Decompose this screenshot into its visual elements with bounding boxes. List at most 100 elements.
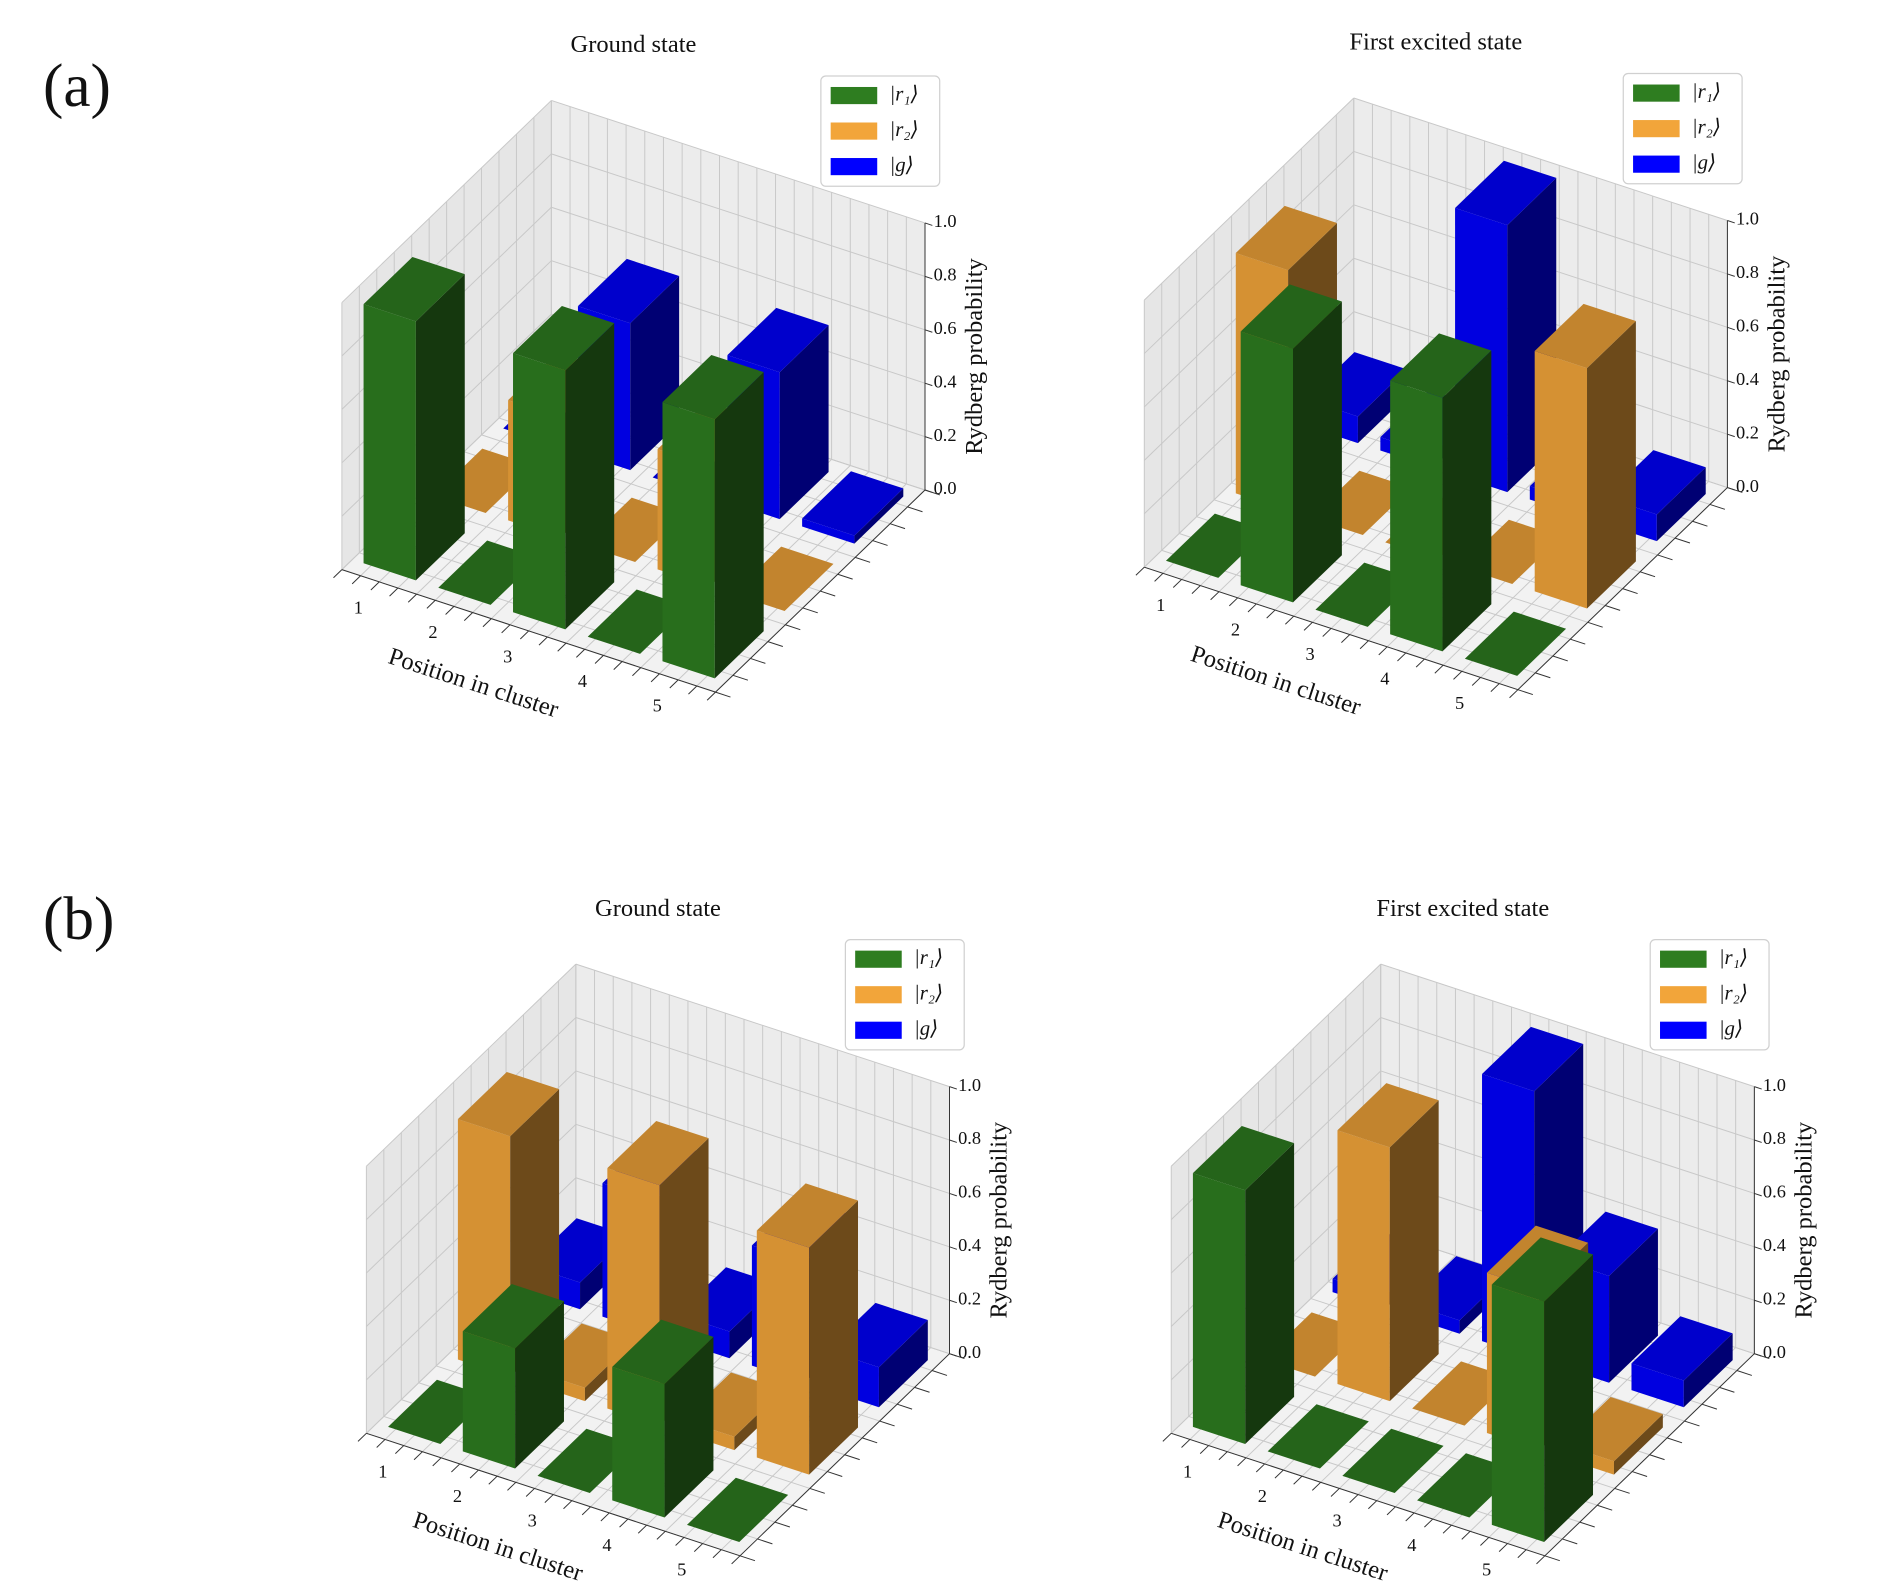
z-tick-label: 1.0: [1763, 1075, 1786, 1095]
bar-side: [1683, 1333, 1733, 1408]
bar-top: [462, 1284, 564, 1349]
axis-tick: [1614, 1487, 1630, 1494]
z-tick-label: 0.8: [1736, 262, 1759, 282]
tick-mark: [949, 1299, 958, 1304]
bar-top: [686, 1477, 789, 1543]
axis-tick: [1597, 1504, 1613, 1511]
bar-top: [577, 258, 680, 324]
axis-tick: [1293, 1475, 1303, 1485]
axis-tick: [1162, 1432, 1172, 1442]
x-tick-label: 4: [1380, 669, 1389, 689]
tick-mark: [1727, 380, 1735, 384]
legend-swatch: [830, 86, 878, 105]
axis-tick: [370, 581, 380, 591]
bar-top: [1267, 1404, 1369, 1469]
bar-front: [363, 304, 416, 581]
axis-tick: [949, 1353, 965, 1360]
bar-side: [415, 274, 465, 581]
chart: 0.0 0.2 0.4 0.6 0.8 1.0 Rydberg probability 1 2 3…: [1135, 29, 1790, 721]
axis-tick: [581, 1506, 591, 1516]
axis-tick: [1303, 621, 1313, 631]
axis-tick: [1405, 1512, 1415, 1522]
chart: 0.0 0.2 0.4 0.6 0.8 1.0 Rydberg probability 1 2 3…: [1162, 895, 1817, 1587]
z-axis-label: Rydberg probability: [961, 257, 988, 454]
axis-tick: [544, 1494, 554, 1503]
axis-tick: [1631, 1471, 1648, 1477]
bar-top: [727, 307, 829, 373]
axis-tick: [1237, 1457, 1247, 1467]
axis-tick: [774, 1521, 791, 1528]
axis-tick: [924, 489, 941, 496]
bar: [662, 355, 764, 679]
axis-tick: [1517, 689, 1534, 696]
axis-tick: [376, 1439, 386, 1448]
panel-label: (a): [43, 52, 111, 120]
bar-side: [878, 1320, 928, 1408]
axis-tick: [1480, 1537, 1490, 1546]
axis-tick: [931, 1370, 948, 1376]
legend-label: |g⟩: [1692, 150, 1716, 174]
bar-top: [1390, 333, 1492, 398]
axis-tick: [750, 657, 766, 664]
bar-front: [1631, 1363, 1684, 1408]
axis-tick: [1218, 1451, 1228, 1461]
grid-line: [1170, 963, 1382, 1167]
axis-tick: [1536, 1555, 1546, 1565]
legend-label: |g⟩: [914, 1016, 938, 1040]
axis-tick: [1692, 520, 1708, 527]
axis-tick: [613, 661, 623, 670]
tick-mark: [1754, 1139, 1762, 1143]
axis-tick: [1562, 1538, 1578, 1545]
tick-mark: [1727, 220, 1735, 224]
x-tick-label: 1: [354, 598, 363, 618]
axis-tick: [469, 1469, 479, 1479]
axis-tick: [731, 1555, 741, 1565]
grid-line: [551, 153, 926, 277]
axis-tick: [395, 1445, 405, 1454]
bar-side: [1442, 350, 1492, 652]
legend-swatch: [1660, 950, 1707, 968]
bar-side: [1245, 1143, 1295, 1445]
axis-tick: [357, 1432, 367, 1442]
bar-side: [664, 1336, 714, 1518]
bar-top: [1455, 160, 1557, 226]
axis-tick: [1349, 1494, 1359, 1503]
axis-tick: [576, 648, 586, 658]
bar: [513, 306, 615, 630]
chart-title: First excited state: [1376, 895, 1549, 922]
z-axis-label: Rydberg probability: [1763, 255, 1790, 452]
legend-swatch: [855, 950, 902, 968]
legend-label: |r₂⟩: [914, 981, 943, 1005]
axis-tick: [563, 1500, 573, 1510]
axis-tick: [706, 691, 716, 701]
axis-tick: [445, 606, 455, 615]
axis-tick: [525, 1488, 535, 1497]
bar-side: [854, 488, 904, 544]
bar: [1631, 1316, 1733, 1408]
x-tick-label: 2: [428, 622, 437, 642]
bar-top: [1342, 1428, 1444, 1494]
tick-mark: [1754, 1086, 1762, 1090]
axis-tick: [1322, 628, 1332, 637]
z-tick-label: 0.6: [958, 1182, 981, 1202]
axis-tick: [1386, 1506, 1396, 1516]
legend-swatch: [855, 1021, 902, 1039]
axis-tick: [413, 1451, 423, 1461]
tick-mark: [949, 1086, 958, 1090]
z-tick-label: 1.0: [934, 211, 957, 231]
bar: [756, 1183, 858, 1475]
chart-title: First excited state: [1349, 29, 1522, 56]
axis-tick: [1579, 1521, 1595, 1528]
x-axis-label: Position in cluster: [1187, 640, 1364, 720]
axis-tick: [715, 691, 731, 698]
z-tick-label: 0.6: [1736, 316, 1759, 336]
tick-mark: [1754, 1246, 1762, 1250]
x-tick-label: 3: [1306, 644, 1315, 664]
bar-front: [1240, 331, 1294, 603]
axis-tick: [688, 685, 698, 695]
bar-top: [662, 355, 764, 420]
legend-swatch: [830, 158, 878, 176]
grid-line: [575, 963, 950, 1088]
axis-tick: [451, 1463, 461, 1473]
bar: [1534, 303, 1636, 609]
